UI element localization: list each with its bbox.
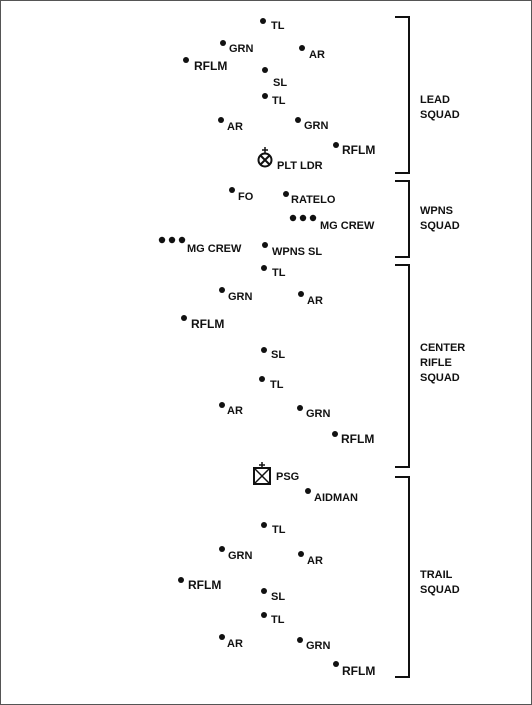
squad-label: SQUAD — [420, 220, 460, 232]
member-label: GRN — [228, 550, 253, 562]
bracket — [395, 180, 410, 258]
soldier-dot — [333, 661, 339, 667]
member-label: TL — [272, 524, 286, 536]
member-label: TL — [271, 20, 285, 32]
soldier-dot — [295, 117, 301, 123]
soldier-dot — [178, 236, 186, 244]
member-label: GRN — [306, 408, 331, 420]
member-label: TL — [271, 614, 285, 626]
member-label: AR — [227, 405, 243, 417]
member-label: PLT LDR — [277, 160, 323, 172]
member-label: RFLM — [191, 317, 224, 331]
member-label: MG CREW — [320, 220, 375, 232]
sergeant-symbol-x — [253, 467, 271, 485]
member-label: TL — [272, 267, 286, 279]
member-label: AIDMAN — [314, 492, 358, 504]
soldier-dot — [332, 431, 338, 437]
member-label: AR — [307, 555, 323, 567]
soldier-dot — [299, 214, 307, 222]
soldier-dot — [289, 214, 297, 222]
member-label: TL — [270, 379, 284, 391]
member-label: WPNS SL — [272, 246, 322, 258]
member-label: RFLM — [188, 578, 221, 592]
squad-label: RIFLE — [420, 357, 452, 369]
soldier-dot — [297, 637, 303, 643]
member-label: AR — [227, 121, 243, 133]
member-label: GRN — [228, 291, 253, 303]
soldier-dot — [260, 18, 266, 24]
soldier-dot — [261, 347, 267, 353]
member-label: RFLM — [341, 432, 374, 446]
leader-symbol-flag — [262, 147, 268, 153]
soldier-dot — [298, 291, 304, 297]
soldier-dot — [299, 45, 305, 51]
member-label: SL — [271, 349, 285, 361]
member-label: FO — [238, 191, 254, 203]
squad-label: LEAD — [420, 94, 450, 106]
soldier-dot — [262, 242, 268, 248]
soldier-dot — [259, 376, 265, 382]
soldier-dot — [261, 588, 267, 594]
soldier-dot — [219, 287, 225, 293]
soldier-dot — [229, 187, 235, 193]
member-label: PSG — [276, 471, 299, 483]
bracket — [395, 476, 410, 678]
soldier-dot — [305, 488, 311, 494]
soldier-dot — [262, 67, 268, 73]
leader-symbol-x — [259, 154, 271, 166]
soldier-dot — [219, 634, 225, 640]
member-label: GRN — [229, 43, 254, 55]
member-label: GRN — [304, 120, 329, 132]
soldier-dot — [283, 191, 289, 197]
member-label: RATELO — [291, 194, 336, 206]
soldier-dot — [297, 405, 303, 411]
member-label: TL — [272, 95, 286, 107]
soldier-dot — [261, 612, 267, 618]
member-label: RFLM — [194, 59, 227, 73]
squad-label: SQUAD — [420, 372, 460, 384]
bracket — [395, 264, 410, 468]
sergeant-symbol-flag — [259, 462, 265, 468]
leader-symbol — [257, 152, 273, 168]
soldier-dot — [178, 577, 184, 583]
soldier-dot — [183, 57, 189, 63]
squad-label: CENTER — [420, 342, 465, 354]
soldier-dot — [298, 551, 304, 557]
member-label: MG CREW — [187, 243, 242, 255]
soldier-dot — [262, 93, 268, 99]
squad-label: SQUAD — [420, 109, 460, 121]
soldier-dot — [261, 265, 267, 271]
member-label: RFLM — [342, 143, 375, 157]
soldier-dot — [158, 236, 166, 244]
member-label: RFLM — [342, 664, 375, 678]
member-label: AR — [227, 638, 243, 650]
squad-label: WPNS — [420, 205, 453, 217]
squad-label: TRAIL — [420, 569, 453, 581]
bracket — [395, 16, 410, 174]
soldier-dot — [333, 142, 339, 148]
member-label: AR — [309, 49, 325, 61]
soldier-dot — [181, 315, 187, 321]
soldier-dot — [309, 214, 317, 222]
soldier-dot — [220, 40, 226, 46]
soldier-dot — [168, 236, 176, 244]
soldier-dot — [219, 402, 225, 408]
soldier-dot — [218, 117, 224, 123]
soldier-dot — [219, 546, 225, 552]
squad-label: SQUAD — [420, 584, 460, 596]
member-label: SL — [273, 77, 287, 89]
soldier-dot — [261, 522, 267, 528]
member-label: GRN — [306, 640, 331, 652]
member-label: AR — [307, 295, 323, 307]
member-label: SL — [271, 591, 285, 603]
